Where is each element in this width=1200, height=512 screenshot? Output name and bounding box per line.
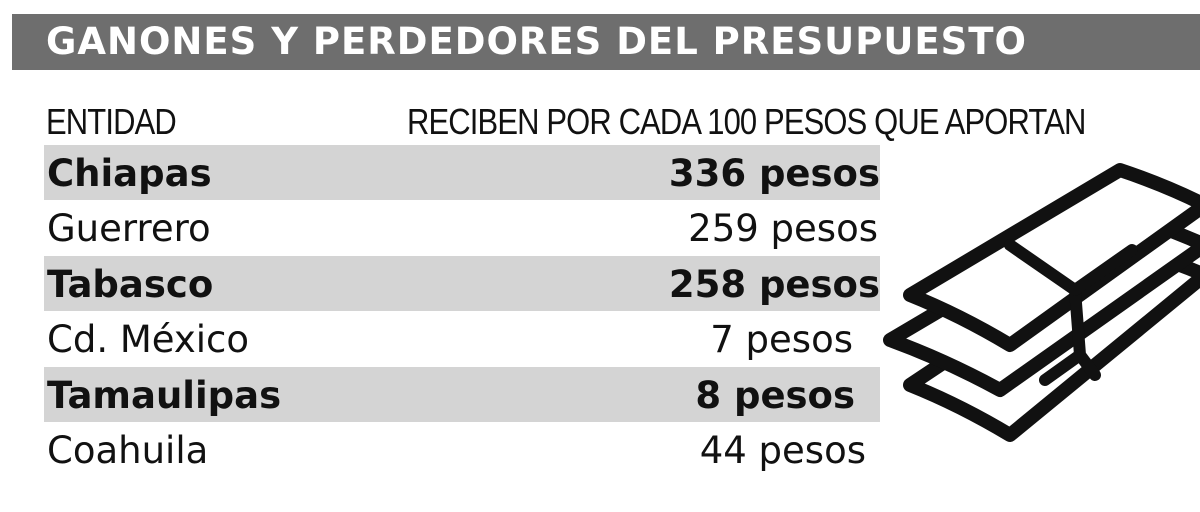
table-row: Guerrero 259 pesos	[44, 200, 880, 255]
table-row: Tabasco 258 pesos	[44, 256, 880, 311]
state-label: Cd. México	[47, 318, 250, 361]
value-label: 258 pesos	[668, 263, 880, 306]
table-row: Cd. México 7 pesos	[44, 311, 880, 366]
table-row: Coahuila 44 pesos	[44, 422, 880, 477]
value-label: 44 pesos	[699, 429, 866, 472]
table-row: Tamaulipas 8 pesos	[44, 367, 880, 422]
state-label: Guerrero	[47, 207, 211, 250]
chart-title: GANONES Y PERDEDORES DEL PRESUPUESTO	[46, 20, 1027, 63]
column-header-entidad: ENTIDAD	[46, 101, 177, 142]
money-stack-icon	[870, 150, 1200, 490]
table-row: Chiapas 336 pesos	[44, 145, 880, 200]
state-label: Tabasco	[47, 263, 214, 306]
state-label: Tamaulipas	[47, 374, 282, 417]
value-label: 7 pesos	[710, 318, 853, 361]
value-label: 8 pesos	[695, 374, 855, 417]
state-label: Chiapas	[47, 152, 212, 195]
title-bar: GANONES Y PERDEDORES DEL PRESUPUESTO	[12, 14, 1200, 70]
value-label: 336 pesos	[668, 152, 880, 195]
column-header-reciben: RECIBEN POR CADA 100 PESOS QUE APORTAN	[407, 101, 1086, 142]
state-label: Coahuila	[47, 429, 209, 472]
value-label: 259 pesos	[688, 207, 878, 250]
